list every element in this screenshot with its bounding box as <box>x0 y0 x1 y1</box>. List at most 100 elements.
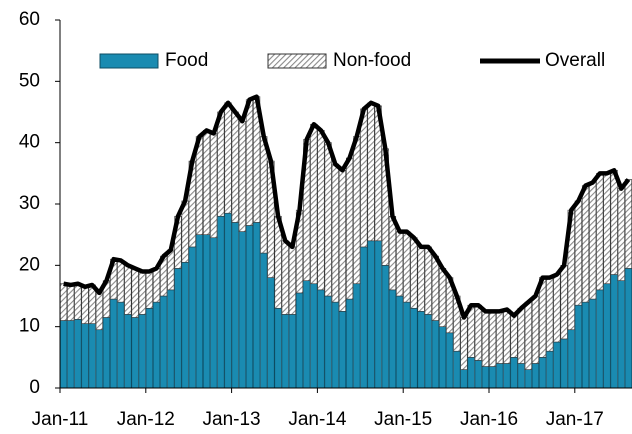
non-food-bar <box>431 255 439 321</box>
food-bar <box>431 320 439 389</box>
food-bar <box>403 301 411 389</box>
non-food-bar <box>138 271 146 315</box>
food-bar <box>59 320 68 389</box>
food-bar <box>524 369 532 389</box>
food-bar <box>281 314 289 389</box>
food-bar <box>345 298 354 389</box>
non-food-bar <box>81 286 89 324</box>
non-food-bar <box>481 311 489 367</box>
legend-label: Non-food <box>333 50 411 71</box>
food-bar <box>295 292 304 389</box>
y-tick-label: 40 <box>19 132 40 153</box>
non-food-bar <box>424 246 432 315</box>
food-bar <box>517 363 525 389</box>
non-food-bar <box>517 307 525 364</box>
x-tick-label: Jan-14 <box>288 409 347 430</box>
non-food-bar <box>474 304 482 361</box>
food-bar <box>245 225 254 389</box>
legend-swatch <box>267 53 327 69</box>
non-food-bar <box>167 249 175 291</box>
non-food-bar <box>410 237 418 309</box>
non-food-bar <box>67 284 75 321</box>
x-tick-label: Jan-12 <box>117 409 175 430</box>
non-food-bar <box>145 271 153 309</box>
y-tick-label: 20 <box>19 254 40 275</box>
y-tick-label: 30 <box>19 193 40 214</box>
food-bar <box>453 350 461 389</box>
y-tick-label: 10 <box>19 316 40 337</box>
food-bar <box>95 329 103 389</box>
food-bar <box>589 298 597 389</box>
non-food-bar <box>488 311 497 367</box>
food-bar <box>338 311 346 389</box>
food-bar <box>67 320 75 389</box>
food-bar <box>560 338 568 389</box>
non-food-bar <box>353 136 361 285</box>
food-bar <box>617 280 625 389</box>
food-bar <box>331 301 339 389</box>
food-bar <box>167 289 175 389</box>
non-food-bar <box>59 283 68 321</box>
non-food-bar <box>324 142 332 297</box>
non-food-bar <box>245 99 254 226</box>
y-tick-label: 0 <box>29 377 40 398</box>
food-bar <box>253 222 261 389</box>
food-bar <box>531 363 540 389</box>
legend-label: Food <box>165 50 208 71</box>
legend-swatch <box>99 53 159 69</box>
food-bar <box>539 357 547 389</box>
non-food-bar <box>260 136 268 254</box>
food-bar <box>210 237 218 389</box>
food-bar <box>488 366 497 389</box>
food-bar <box>138 314 146 389</box>
overall-line <box>63 94 631 320</box>
non-food-bar <box>510 315 518 358</box>
food-bar <box>374 240 382 389</box>
non-food-bar <box>417 246 425 312</box>
non-food-bar <box>338 169 346 312</box>
non-food-bar <box>95 292 103 331</box>
non-food-bar <box>524 301 532 370</box>
non-food-bar <box>117 260 125 303</box>
food-bar <box>74 319 82 389</box>
non-food-bar <box>617 188 625 281</box>
food-bar <box>553 341 561 389</box>
food-bar <box>288 314 296 389</box>
non-food-bar <box>438 268 447 327</box>
food-bar <box>174 268 182 389</box>
food-bar <box>360 246 368 389</box>
food-bar <box>603 283 611 389</box>
x-tick-label: Jan-13 <box>203 409 261 430</box>
food-bar <box>145 307 153 389</box>
non-food-bar <box>203 130 211 235</box>
food-bar <box>181 261 189 389</box>
food-bar <box>310 283 318 389</box>
food-bar <box>217 215 225 389</box>
food-bar <box>231 222 239 389</box>
food-bar <box>117 301 125 389</box>
food-bar <box>110 298 118 389</box>
food-bar <box>160 295 168 389</box>
food-bar <box>581 301 590 389</box>
non-food-bar <box>210 133 218 239</box>
food-bar <box>381 265 389 389</box>
food-bar <box>317 289 325 389</box>
non-food-bar <box>553 274 561 343</box>
non-food-bar <box>124 265 132 315</box>
non-food-bar <box>403 231 411 303</box>
non-food-bar <box>560 265 568 340</box>
x-tick-label: Jan-16 <box>460 409 518 430</box>
non-food-bar <box>388 215 397 291</box>
non-food-bar <box>603 173 611 285</box>
food-bar <box>203 234 211 389</box>
x-tick-label: Jan-11 <box>32 409 89 430</box>
non-food-bar <box>574 200 582 306</box>
non-food-bar <box>546 277 554 352</box>
food-bar <box>503 363 511 389</box>
x-tick-label: Jan-15 <box>374 409 432 430</box>
food-bar <box>152 301 161 389</box>
non-food-bar <box>496 311 504 364</box>
food-bar <box>574 304 582 389</box>
non-food-bar <box>317 130 325 291</box>
